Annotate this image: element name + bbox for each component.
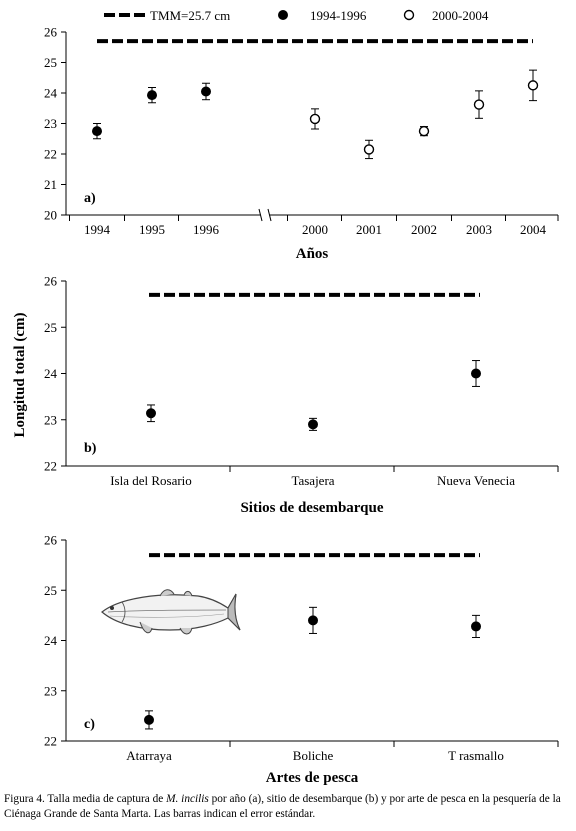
y-tick-label: 23 [44, 683, 57, 698]
y-tick-label: 22 [44, 147, 57, 162]
y-tick-label: 23 [44, 116, 57, 131]
figure-caption: Figura 4. Talla media de captura de M. i… [4, 792, 572, 822]
axis-break-mark [267, 208, 272, 222]
x-axis-title: Sitios de desembarque [240, 500, 383, 516]
caption-suffix: por año (a), sitio de desembarque (b) y … [4, 793, 561, 820]
y-tick-label: 23 [44, 412, 57, 427]
data-point-open [363, 144, 375, 155]
x-tick-label: 1994 [84, 222, 111, 237]
legend-open-marker [403, 9, 415, 21]
x-tick-label: Nueva Venecia [437, 473, 515, 488]
data-point-filled [147, 90, 157, 101]
caption-prefix: Figura 4. Talla media de captura de [4, 793, 167, 805]
x-tick-label: T rasmallo [448, 748, 504, 763]
y-axis-title: Longitud total (cm) [12, 313, 28, 438]
x-axis-title: Años [296, 246, 329, 262]
panel-tag: c) [84, 717, 95, 732]
legend-2000-2004-label: 2000-2004 [432, 8, 489, 23]
x-tick-label: 2002 [411, 222, 437, 237]
x-tick-label: Atarraya [126, 748, 172, 763]
panel-tag: a) [84, 191, 96, 206]
data-point-open [418, 125, 430, 137]
data-point-filled [201, 86, 211, 97]
panel-c: 22 23 24 25 26 Atarraya Boliche T rasmallo c) Art… [44, 533, 559, 786]
y-tick-label: 22 [44, 459, 57, 474]
y-tick-label: 24 [44, 86, 58, 101]
y-tick-label: 21 [44, 177, 57, 192]
data-point-filled [471, 621, 481, 632]
data-point-filled [308, 615, 318, 626]
y-tick-label: 26 [44, 533, 58, 548]
y-tick-label: 26 [44, 25, 58, 40]
x-tick-label: Tasajera [291, 473, 334, 488]
data-point-open [473, 99, 485, 110]
data-point-open [309, 113, 321, 125]
y-tick-label: 22 [44, 734, 57, 749]
y-tick-label: 25 [44, 320, 57, 335]
legend-1994-1996-label: 1994-1996 [310, 8, 367, 23]
data-point-open [527, 80, 539, 91]
y-tick-label: 24 [44, 366, 58, 381]
data-point-filled [471, 368, 481, 379]
data-point-filled [144, 714, 154, 725]
x-tick-label: 2003 [466, 222, 492, 237]
y-tick-label: 25 [44, 55, 57, 70]
panel-b: 22 23 24 25 26 Isla del Rosario Tasajera Nueva … [44, 274, 559, 516]
legend-filled-marker [278, 10, 288, 20]
x-axis-title: Artes de pesca [266, 770, 359, 786]
data-point-filled [92, 126, 102, 137]
legend: TMM=25.7 cm 1994-1996 2000-2004 [104, 8, 489, 23]
axis-break-mark [258, 208, 263, 222]
data-point-filled [308, 419, 318, 430]
x-tick-label: Isla del Rosario [110, 473, 192, 488]
figure-canvas: TMM=25.7 cm 1994-1996 2000-2004 20 21 22 23… [12, 8, 559, 786]
x-tick-label: 2004 [520, 222, 547, 237]
fish-illustration-icon [101, 589, 241, 635]
data-point-filled [146, 408, 156, 419]
panel-tag: b) [84, 441, 97, 456]
x-tick-label: 2000 [302, 222, 328, 237]
x-tick-label: 1996 [193, 222, 220, 237]
x-tick-label: 1995 [139, 222, 165, 237]
caption-species: M. incilis [166, 793, 209, 805]
y-tick-label: 26 [44, 274, 58, 289]
y-tick-label: 20 [44, 208, 57, 223]
y-tick-label: 25 [44, 583, 57, 598]
panel-a: 20 21 22 23 24 25 26 1994 1995 1996 2000 2001 2002 20… [44, 25, 559, 262]
x-tick-label: 2001 [356, 222, 382, 237]
legend-tmm-label: TMM=25.7 cm [150, 8, 230, 23]
y-tick-label: 24 [44, 633, 58, 648]
x-tick-label: Boliche [293, 748, 334, 763]
